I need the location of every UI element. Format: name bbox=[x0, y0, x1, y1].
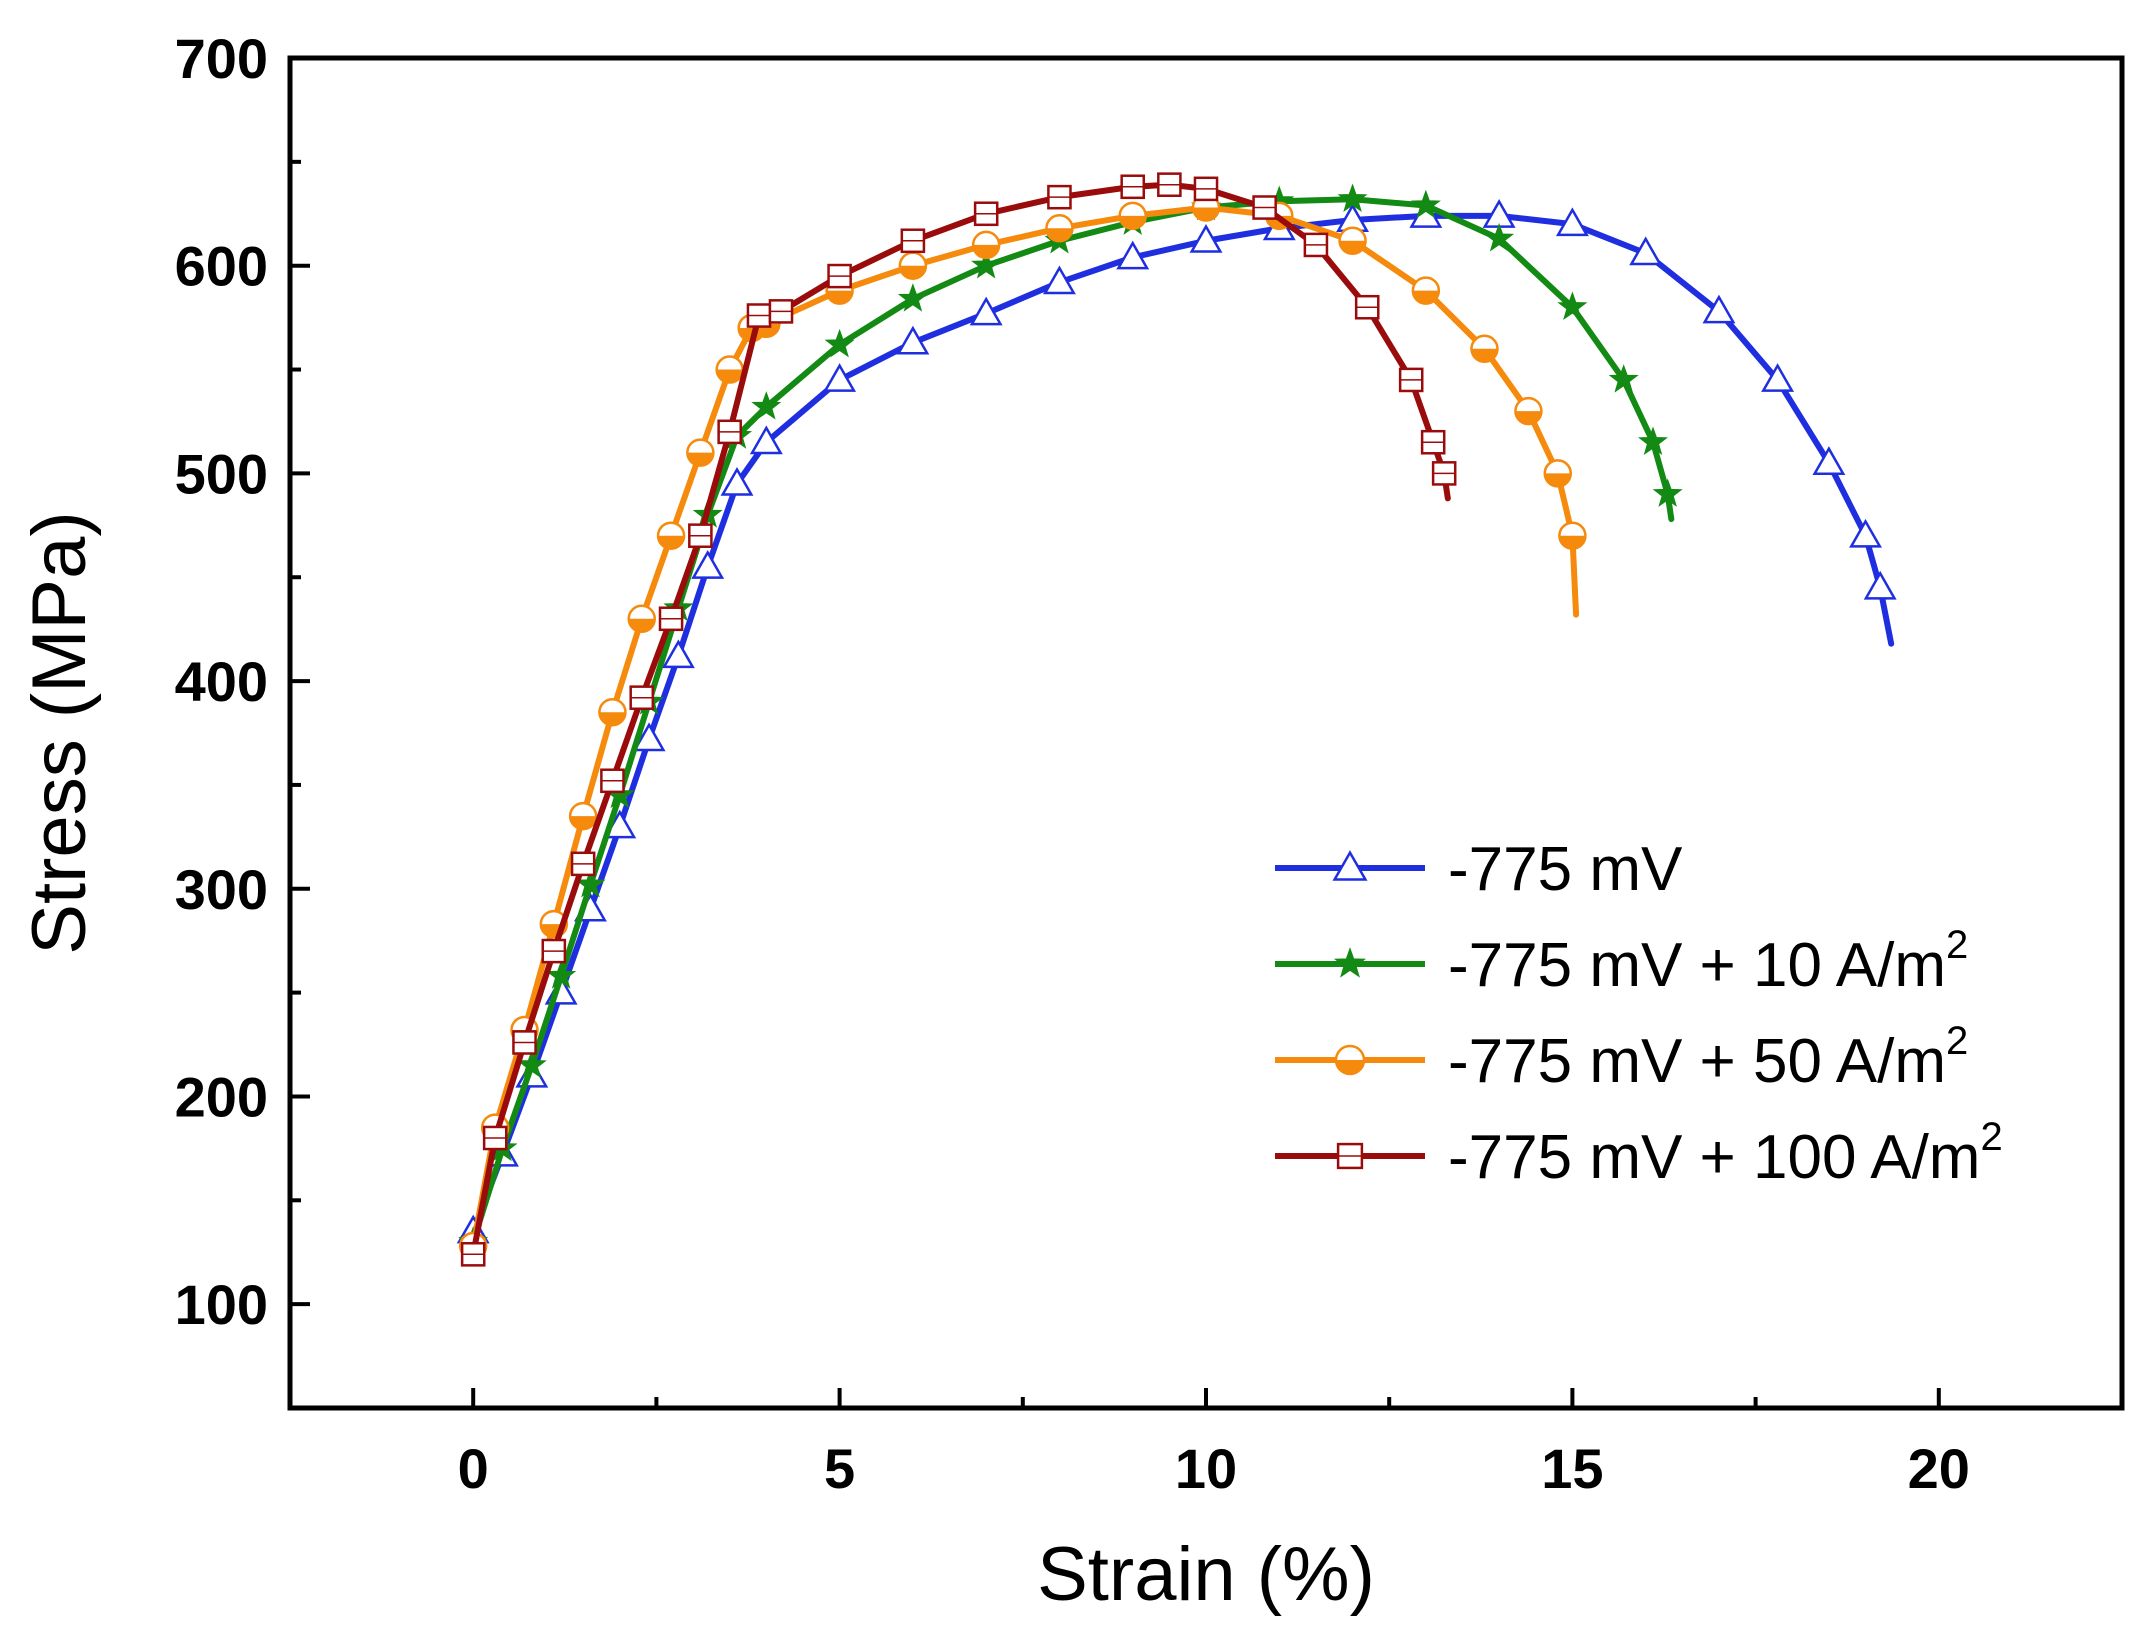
y-tick-label: 600 bbox=[175, 235, 268, 298]
data-point-marker bbox=[971, 249, 1002, 279]
y-tick-label: 100 bbox=[175, 1273, 268, 1336]
data-point-marker bbox=[1702, 294, 1736, 324]
data-point-marker bbox=[1484, 222, 1515, 252]
data-point-marker bbox=[1608, 364, 1639, 393]
data-point-marker bbox=[969, 296, 1003, 326]
legend-label-superscript: 2 bbox=[1980, 1115, 2002, 1159]
data-point-marker bbox=[1629, 236, 1663, 266]
data-point-marker bbox=[546, 960, 577, 989]
legend-marker bbox=[1332, 850, 1368, 881]
series-4 bbox=[460, 172, 1457, 1267]
data-point-marker-fill bbox=[1412, 290, 1439, 304]
data-point-marker-fill bbox=[899, 265, 926, 279]
data-point-marker bbox=[661, 639, 695, 669]
data-point-marker-fill bbox=[826, 290, 853, 304]
data-point-marker bbox=[1638, 426, 1669, 455]
data-point-marker-fill bbox=[1544, 473, 1571, 487]
data-point-marker-fill bbox=[973, 244, 1000, 258]
data-point-marker-fill bbox=[1046, 228, 1073, 242]
data-point-marker bbox=[1337, 183, 1368, 212]
data-point-marker bbox=[751, 391, 782, 420]
data-point-marker-fill bbox=[1339, 240, 1366, 254]
data-point-marker bbox=[1652, 478, 1683, 507]
y-tick-label: 400 bbox=[175, 650, 268, 713]
data-point-marker-fill bbox=[1471, 348, 1498, 362]
data-point-marker-fill bbox=[570, 816, 597, 830]
legend-label-superscript: 2 bbox=[1946, 1019, 1968, 1063]
legend-entry: -775 mV bbox=[1275, 835, 1683, 904]
data-point-marker bbox=[632, 722, 666, 752]
x-tick-label: 5 bbox=[824, 1437, 855, 1500]
data-point-marker bbox=[720, 466, 754, 496]
data-point-marker bbox=[896, 325, 930, 355]
data-point-marker bbox=[1849, 518, 1882, 548]
data-point-marker-fill bbox=[1515, 411, 1542, 425]
data-point-marker bbox=[824, 328, 855, 358]
data-point-marker-fill bbox=[1559, 535, 1586, 549]
data-point-marker bbox=[1812, 446, 1846, 475]
y-tick-label: 500 bbox=[175, 442, 268, 505]
x-axis-title: Strain (%) bbox=[1037, 1532, 1375, 1617]
data-point-marker bbox=[1410, 189, 1441, 219]
data-point-marker-fill bbox=[628, 618, 655, 632]
legend-label: -775 mV bbox=[1448, 835, 1683, 904]
legend-label: -775 mV + 50 A/m2 bbox=[1448, 1019, 1968, 1096]
data-point-marker bbox=[1863, 570, 1897, 600]
data-point-marker bbox=[1557, 291, 1588, 320]
data-point-marker bbox=[823, 363, 857, 392]
data-point-marker-fill bbox=[687, 452, 714, 466]
data-point-marker bbox=[1761, 363, 1795, 392]
data-point-marker-fill bbox=[658, 535, 685, 549]
legend-label-superscript: 2 bbox=[1946, 923, 1968, 967]
y-tick-label: 200 bbox=[175, 1065, 268, 1128]
data-point-marker bbox=[691, 550, 725, 579]
legend-marker bbox=[1333, 947, 1367, 978]
tick-layer: 0 5 10 15 20 100 200 300 400 500 600 700 bbox=[175, 27, 2124, 1500]
legend-entry: -775 mV + 10 A/m2 bbox=[1275, 923, 1968, 1000]
legend: -775 mV -775 mV + 10 A/m2 -775 mV + 50 A/m… bbox=[1275, 835, 2003, 1192]
x-tick-label: 0 bbox=[458, 1437, 489, 1500]
data-point-marker-fill bbox=[599, 712, 626, 726]
x-tick-label: 20 bbox=[1908, 1437, 1970, 1500]
series-layer bbox=[456, 172, 1897, 1267]
legend-entry: -775 mV + 50 A/m2 bbox=[1275, 1019, 1968, 1096]
data-point-marker bbox=[897, 283, 928, 312]
legend-label: -775 mV + 10 A/m2 bbox=[1448, 923, 1968, 1000]
y-tick-label: 300 bbox=[175, 858, 268, 921]
data-point-marker bbox=[1555, 207, 1589, 237]
data-point-marker bbox=[1116, 240, 1150, 270]
data-point-marker-fill bbox=[716, 369, 743, 383]
legend-marker-fill bbox=[1336, 1060, 1364, 1074]
x-tick-label: 15 bbox=[1541, 1437, 1603, 1500]
y-axis-title: Stress (MPa) bbox=[17, 511, 102, 954]
data-point-marker bbox=[1042, 265, 1076, 295]
y-tick-label: 700 bbox=[175, 27, 268, 90]
x-tick-label: 10 bbox=[1175, 1437, 1237, 1500]
data-point-marker bbox=[749, 425, 783, 455]
legend-entry: -775 mV + 100 A/m2 bbox=[1275, 1115, 2003, 1192]
legend-label: -775 mV + 100 A/m2 bbox=[1448, 1115, 2003, 1192]
data-point-marker-fill bbox=[1193, 207, 1219, 221]
data-point-marker bbox=[1189, 223, 1223, 253]
data-point-marker-fill bbox=[1119, 215, 1146, 229]
